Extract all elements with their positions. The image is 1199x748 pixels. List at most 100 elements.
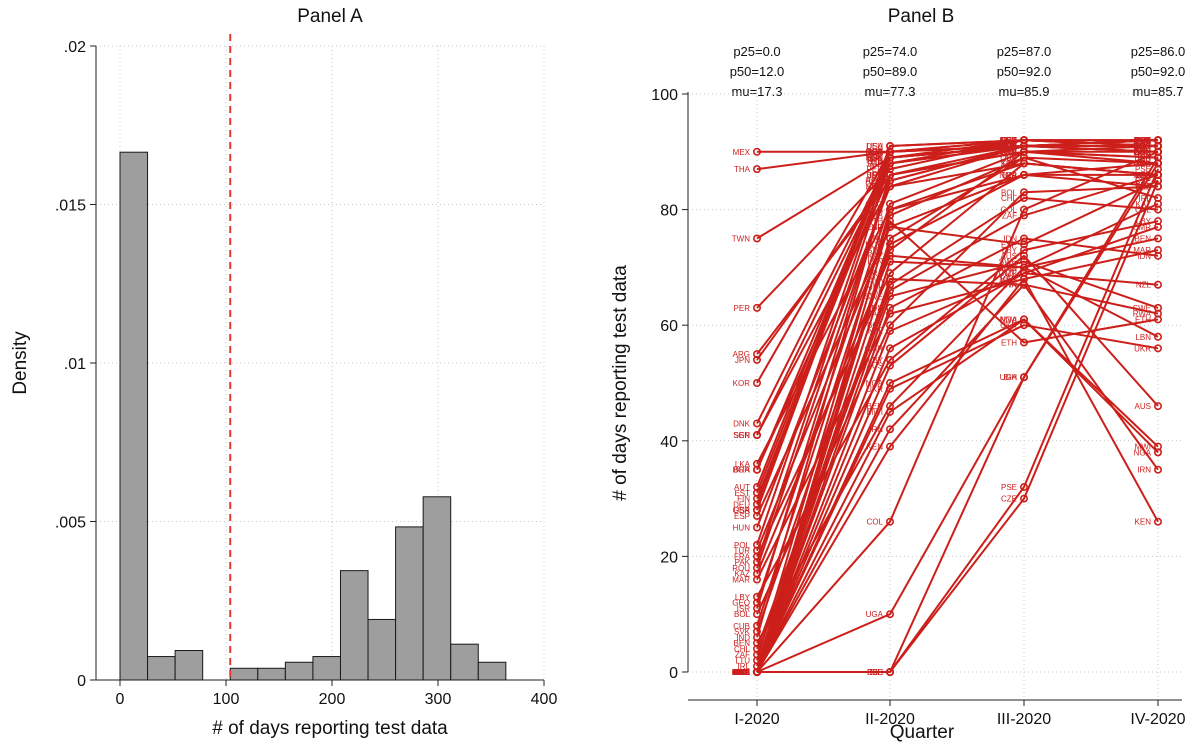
histogram-bar: [450, 643, 479, 681]
histogram-bar: [395, 526, 424, 681]
series-point-label: UGA: [1000, 373, 1018, 382]
series-point-label: USA: [1135, 136, 1152, 145]
panel-b-quarter-stat: p50=92.0: [1131, 64, 1186, 79]
series-point-label: SVK: [867, 246, 884, 255]
series-point-label: BEN: [1001, 263, 1018, 272]
series-point-label: COL: [1135, 148, 1152, 157]
series-point-label: KAZ: [1001, 263, 1017, 272]
series-point: [752, 610, 761, 619]
panel-b-series-lines: [756, 139, 1159, 673]
series-point-label: KOR: [1134, 136, 1152, 145]
series-point-label: IDN: [736, 668, 750, 677]
series-point-label: ETH: [734, 668, 750, 677]
series-point-label: RWA: [999, 281, 1018, 290]
panel-a-x-tick-label: 300: [425, 691, 452, 708]
series-point-label: AUS: [1001, 252, 1017, 261]
series-point-label: CHL: [867, 281, 884, 290]
series-point-label: ARG: [733, 350, 750, 359]
series-point: [885, 274, 894, 283]
series-point-label: KOR: [733, 379, 751, 388]
series-point-label: TWN: [865, 154, 883, 163]
series-point-label: ROU: [999, 142, 1017, 151]
series-point-label: BRA: [1135, 154, 1152, 163]
panel-b-quarter-stat: mu=85.7: [1133, 84, 1184, 99]
series-point-label: JPN: [868, 171, 883, 180]
series-point-label: ESP: [867, 223, 883, 232]
series-point-label: KEN: [867, 443, 884, 452]
series-point: [752, 378, 761, 387]
series-point-label: SWE: [732, 668, 750, 677]
series-point-label: UKR: [1000, 321, 1017, 330]
series-point-label: KAZ: [1135, 200, 1151, 209]
panel-b-quarter-stat: p25=0.0: [733, 44, 780, 59]
histogram-bar: [477, 661, 507, 681]
panel-a: Panel A 0 .005 .01 .015 .02 0 100 200 300 400 De…: [10, 6, 557, 739]
series-point-label: KEN: [734, 668, 751, 677]
series-point-label: SGP: [1000, 136, 1017, 145]
series-point-label: CHL: [734, 645, 751, 654]
series-line-svk: [756, 150, 1158, 632]
series-point-label: POL: [734, 541, 751, 550]
series-point-label: DNK: [1134, 148, 1152, 157]
series-point-label: LBY: [735, 593, 751, 602]
series-point-label: CMR: [732, 668, 750, 677]
series-point: [1154, 332, 1163, 341]
series-point-label: LBN: [1001, 263, 1017, 272]
series-point-label: LBN: [867, 258, 883, 267]
series-point-label: GBR: [733, 506, 751, 515]
series-point: [1019, 170, 1028, 179]
series-point-label: USA: [867, 142, 884, 151]
series-point-label: ISR: [870, 171, 884, 180]
series-point-label: CUB: [866, 211, 883, 220]
series-point-label: ROU: [1133, 148, 1151, 157]
series-point-label: NZL: [735, 668, 751, 677]
series-point: [1154, 234, 1163, 243]
series-point-label: LTU: [868, 206, 883, 215]
series-point-label: PER: [1001, 136, 1018, 145]
panel-b-y-tick-label: 60: [660, 318, 678, 335]
series-point-label: UGA: [866, 610, 884, 619]
series-point-label: FIN: [737, 495, 750, 504]
series-point-label: MEX: [1134, 142, 1152, 151]
series-point-label: TWN: [1133, 142, 1151, 151]
panel-a-y-tick-label: .015: [55, 198, 86, 215]
histogram-bar: [284, 661, 314, 681]
panel-b-quarter-stat: p25=87.0: [997, 44, 1052, 59]
series-point: [1154, 165, 1163, 174]
series-point-label: IRL: [1139, 194, 1152, 203]
series-line-col: [756, 150, 1159, 673]
panel-b-x-tick-label: II-2020: [865, 711, 915, 728]
series-point: [885, 378, 894, 387]
panel-b-x-tick-label: IV-2020: [1130, 711, 1185, 728]
series-point-label: NGA: [1000, 315, 1018, 324]
series-point-label: AUT: [1001, 142, 1017, 151]
series-point-label: LKA: [1002, 171, 1018, 180]
panel-b-quarter-stat: p50=89.0: [863, 64, 918, 79]
series-point-label: DEU: [1000, 136, 1017, 145]
series-point: [1019, 373, 1028, 382]
series-point-label: ESP: [1135, 177, 1151, 186]
series-point-label: AUT: [867, 148, 883, 157]
series-point-label: SWE: [999, 258, 1017, 267]
series-point-label: TWN: [999, 142, 1017, 151]
series-point-label: CZE: [1001, 495, 1017, 504]
series-point-label: BEN: [734, 639, 751, 648]
series-point: [1019, 263, 1028, 272]
panel-b-x-tick-label: I-2020: [734, 711, 779, 728]
series-point: [1154, 315, 1163, 324]
series-point-label: GBR: [1134, 136, 1152, 145]
panel-b-y-tick-label: 40: [660, 434, 678, 451]
panel-a-x-tick-label: 400: [531, 691, 558, 708]
series-point-label: ZAF: [868, 287, 883, 296]
panel-b-x-tick-label: III-2020: [997, 711, 1051, 728]
series-point-label: DNK: [866, 154, 884, 163]
series-point-label: GEO: [999, 148, 1017, 157]
panel-b-x-ticks: I-2020 II-2020 III-2020 IV-2020: [734, 700, 1186, 728]
series-point: [752, 511, 761, 520]
panel-b-quarter-stat: mu=85.9: [999, 84, 1050, 99]
series-point-label: FIN: [1004, 142, 1017, 151]
series-point-label: PAK: [1002, 142, 1018, 151]
series-point: [1019, 280, 1028, 289]
series-point-label: COL: [867, 518, 884, 527]
